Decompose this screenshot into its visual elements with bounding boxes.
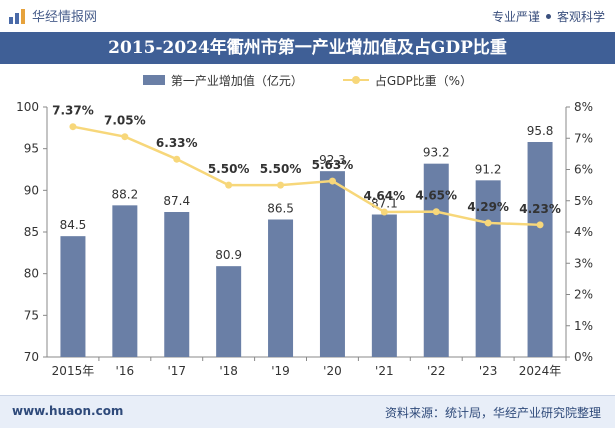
bar <box>268 219 294 357</box>
ratio-point <box>225 181 233 189</box>
y-right-tick-label: 5% <box>574 194 593 208</box>
footer-website: www.huaon.com <box>12 404 124 418</box>
ratio-point <box>121 133 129 141</box>
brand: 华经情报网 <box>8 6 97 25</box>
x-tick-label: '16 <box>116 364 135 378</box>
ratio-point <box>173 155 181 163</box>
ratio-value-label: 7.37% <box>52 104 94 118</box>
ratio-value-label: 5.50% <box>208 162 250 176</box>
y-left-tick-label: 95 <box>24 142 39 156</box>
ratio-line <box>72 125 541 227</box>
slogan-left: 专业严谨 <box>491 10 540 24</box>
y-right-tick-label: 3% <box>574 256 593 270</box>
y-left-tick-label: 70 <box>24 350 39 364</box>
footer: www.huaon.com 资料来源：统计局，华经产业研究院整理 <box>0 395 615 428</box>
bar-value-label: 93.2 <box>423 146 450 160</box>
y-right-tick-label: 7% <box>574 131 593 145</box>
y-right-tick-label: 0% <box>574 350 593 364</box>
ratio-value-label: 5.63% <box>312 158 354 172</box>
x-tick-label: '19 <box>271 364 290 378</box>
ratio-value-label: 6.33% <box>156 136 198 150</box>
y-right-tick-label: 8% <box>574 100 593 114</box>
bar-value-label: 91.2 <box>475 162 502 176</box>
bar-value-label: 88.2 <box>111 187 138 201</box>
x-tick-label: '22 <box>427 364 446 378</box>
y-right-tick-label: 6% <box>574 163 593 177</box>
y-left-tick-label: 80 <box>24 267 39 281</box>
separator-dot-icon <box>545 14 551 19</box>
ratio-value-label: 5.50% <box>260 162 302 176</box>
bar <box>371 214 397 357</box>
brand-name: 华经情报网 <box>32 10 98 25</box>
ratio-value-label: 7.05% <box>104 114 146 128</box>
footer-source: 资料来源：统计局，华经产业研究院整理 <box>384 406 601 420</box>
bar <box>164 212 190 357</box>
y-left-tick-label: 75 <box>24 308 39 322</box>
slogan-right: 客观科学 <box>556 10 605 24</box>
ratio-point <box>380 208 388 216</box>
y-right-tick-label: 1% <box>574 319 593 333</box>
legend-item-line: 占GDP比重（%） <box>342 72 473 89</box>
brand-logo-icon <box>9 8 25 24</box>
ratio-point <box>69 123 77 131</box>
y-right-tick-label: 2% <box>574 288 593 302</box>
legend-label-line: 占GDP比重（%） <box>374 73 473 88</box>
bar-value-label: 87.4 <box>163 194 190 208</box>
chart-title: 2015-2024年衢州市第一产业增加值及占GDP比重 <box>0 32 615 64</box>
bar <box>527 142 553 357</box>
y-right-tick-label: 4% <box>574 225 593 239</box>
legend-bar-swatch-icon <box>142 75 165 85</box>
ratio-value-label: 4.29% <box>467 200 509 214</box>
ratio-value-label: 4.23% <box>519 202 561 216</box>
bar <box>319 171 345 357</box>
bar-value-label: 95.8 <box>527 124 554 138</box>
bar <box>423 163 449 357</box>
legend-label-bar: 第一产业增加值（亿元） <box>170 73 303 88</box>
y-left-tick-label: 90 <box>24 183 39 197</box>
y-left-tick-label: 85 <box>24 225 39 239</box>
x-tick-label: '23 <box>479 364 498 378</box>
legend-line-swatch-icon <box>342 75 369 85</box>
bar <box>216 266 242 357</box>
ratio-value-label: 4.65% <box>415 189 457 203</box>
chart-legend: 第一产业增加值（亿元） 占GDP比重（%） <box>0 70 615 90</box>
bar-value-label: 80.9 <box>215 248 242 262</box>
ratio-point <box>432 208 440 216</box>
ratio-point <box>484 219 492 227</box>
bar <box>60 236 86 357</box>
bar-value-label: 86.5 <box>267 202 294 216</box>
ratio-value-label: 4.64% <box>364 189 406 203</box>
bar <box>112 205 138 357</box>
x-tick-label: 2024年 <box>519 364 562 378</box>
legend-item-bar: 第一产业增加值（亿元） <box>142 72 303 89</box>
x-tick-label: 2015年 <box>52 364 95 378</box>
ratio-point <box>277 181 285 189</box>
ratio-point <box>536 221 544 229</box>
bar-value-label: 84.5 <box>60 218 87 232</box>
x-tick-label: '21 <box>375 364 394 378</box>
bar <box>475 180 501 357</box>
x-tick-label: '20 <box>323 364 342 378</box>
y-left-tick-label: 100 <box>16 100 39 114</box>
x-tick-label: '17 <box>167 364 186 378</box>
bar-value-label: 92.3 <box>319 153 346 167</box>
ratio-point <box>328 177 336 185</box>
slogan: 专业严谨 客观科学 <box>492 8 605 25</box>
x-tick-label: '18 <box>219 364 238 378</box>
